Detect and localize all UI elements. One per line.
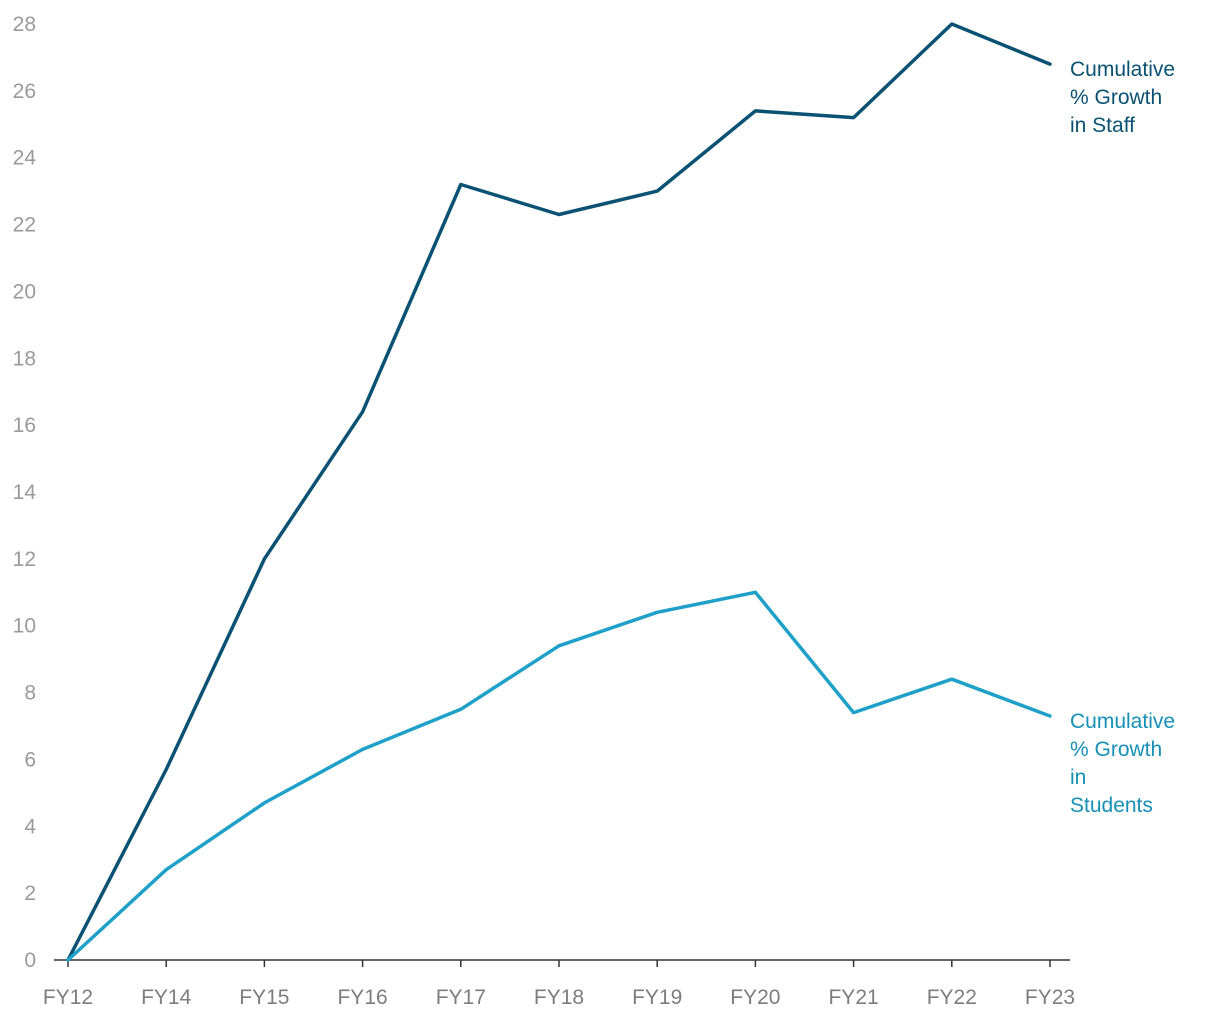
series-label-line: % Growth [1070,738,1162,761]
y-tick-label: 6 [24,748,36,771]
y-tick-label: 26 [13,80,36,103]
series-line-staff [66,22,1052,962]
y-tick-label: 12 [13,548,36,571]
x-tick-label: FY23 [1025,986,1075,1009]
series-label-line: % Growth [1070,86,1162,109]
y-tick-label: 18 [13,347,36,370]
series-label-students: Cumulative % Growth in Students [1070,710,1175,817]
series-group [66,22,1052,962]
x-tick-label: FY18 [534,986,584,1009]
y-tick-label: 2 [24,882,36,905]
y-tick-label: 0 [24,949,36,972]
series-label-line: Cumulative [1070,710,1175,733]
x-tick-label: FY12 [43,986,93,1009]
series-label-line: in [1070,766,1086,789]
y-tick-label: 4 [24,815,36,838]
x-tick-label: FY16 [337,986,387,1009]
y-tick-label: 14 [13,481,37,504]
series-label-line: Cumulative [1070,58,1175,81]
x-tick-label: FY19 [632,986,682,1009]
x-tick-label: FY17 [436,986,486,1009]
series-label-line: Students [1070,794,1153,817]
y-tick-label: 22 [13,214,36,237]
series-labels: Cumulative % Growth in Staff Cumulative % Gr… [1070,58,1175,817]
y-tick-label: 10 [13,615,36,638]
x-tick-label: FY15 [239,986,289,1009]
x-tick-label: FY22 [927,986,977,1009]
y-tick-label: 16 [13,414,36,437]
series-label-staff: Cumulative % Growth in Staff [1070,58,1175,137]
x-tick-label: FY14 [141,986,192,1009]
x-tick-label: FY21 [828,986,878,1009]
y-tick-label: 28 [13,13,36,36]
series-line-students [66,590,1052,962]
series-label-line: in Staff [1070,114,1135,137]
x-tick-label: FY20 [730,986,780,1009]
y-tick-label: 20 [13,280,36,303]
y-tick-label: 8 [24,682,36,705]
x-axis: FY12 FY14 FY15 FY16 FY17 FY18 FY19 FY20 FY21 FY22… [43,959,1075,1009]
y-tick-label: 24 [13,147,37,170]
